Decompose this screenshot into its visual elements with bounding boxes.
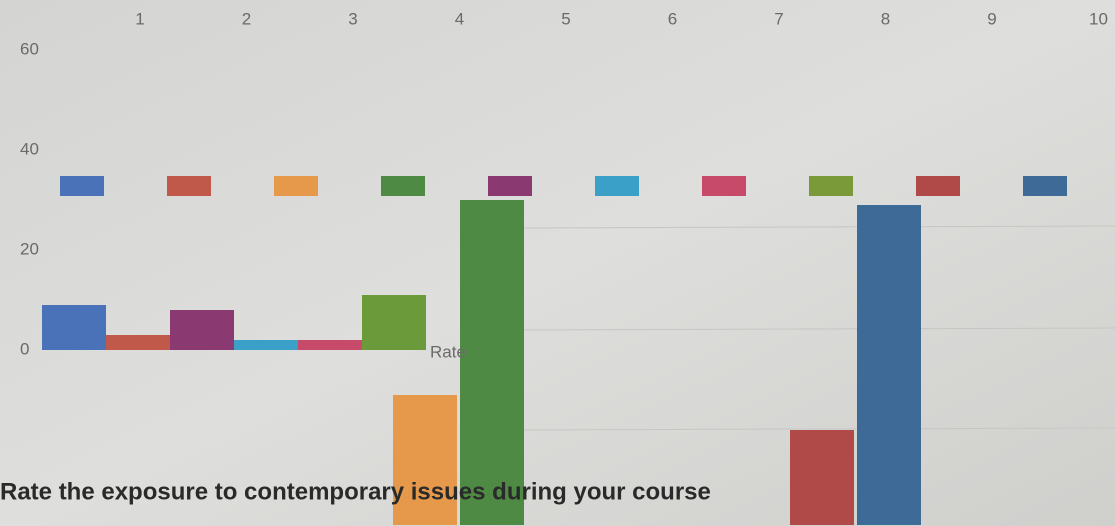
x-tick-label: 8 [881,9,890,28]
x-tick-label: 2 [242,9,251,28]
bar [170,310,234,350]
bar [234,340,298,350]
divider [519,427,1115,431]
bar [106,335,170,350]
chart-title: Rate the exposure to contemporary issues… [0,478,711,505]
overlay-bar [393,395,457,525]
legend-swatch [1023,176,1067,196]
x-tick-label: 7 [774,9,783,28]
x-tick-label: 5 [561,9,570,28]
legend-swatch [60,176,104,196]
y-tick-label: 40 [20,139,39,158]
bar [362,295,426,350]
x-tick-label: 6 [668,9,677,28]
y-tick-label: 20 [20,239,39,258]
overlay-bar [460,200,524,525]
legend-swatch [381,176,425,196]
legend-swatch [274,176,318,196]
legend-swatch [916,176,960,196]
divider [519,327,1115,331]
legend-swatch [167,176,211,196]
overlay-bar [857,205,921,525]
x-tick-label: 4 [455,9,464,28]
divider [519,225,1115,229]
legend-swatch [809,176,853,196]
overlay-bar [790,430,854,525]
legend-swatch [702,176,746,196]
bar [42,305,106,350]
y-tick-label: 0 [20,339,29,358]
y-tick-label: 60 [20,39,39,58]
bar [298,340,362,350]
bar-label: Rate [430,342,466,361]
x-tick-label: 1 [135,9,144,28]
legend-swatch [595,176,639,196]
x-tick-label: 3 [348,9,357,28]
x-tick-label: 10 [1089,9,1108,28]
x-tick-label: 9 [987,9,996,28]
legend-swatch [488,176,532,196]
